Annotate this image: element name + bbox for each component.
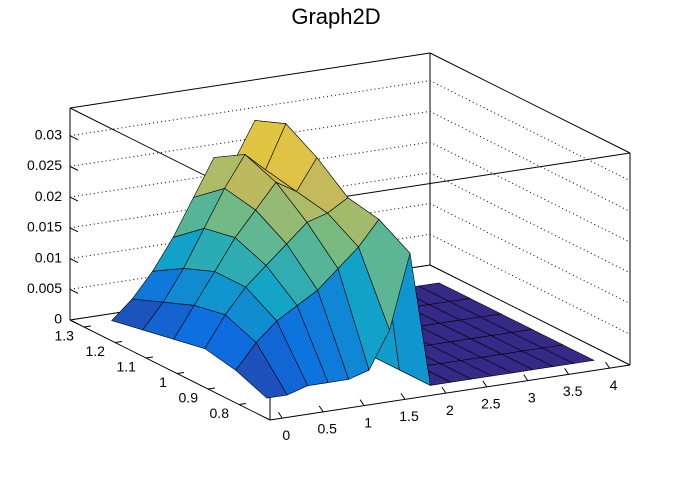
x-tick — [359, 399, 365, 406]
x-tick-label: 3.5 — [563, 383, 583, 399]
x-tick-label: 1 — [364, 414, 372, 430]
y-tick-label: 1.2 — [85, 343, 105, 359]
z-tick-label: 0.03 — [35, 126, 62, 142]
grid-line — [69, 172, 631, 274]
grid-line — [69, 203, 631, 305]
x-tick — [441, 386, 447, 394]
surface-cell — [235, 342, 288, 399]
z-tick — [69, 288, 79, 294]
y-tick — [114, 340, 123, 343]
box-edge — [429, 52, 631, 154]
x-tick — [523, 374, 529, 381]
grid-line — [69, 233, 631, 335]
x-tick — [277, 411, 283, 419]
x-tick-label: 4 — [610, 377, 618, 393]
x-tick-label: 3 — [528, 389, 536, 405]
z-tick-label: 0.025 — [27, 157, 62, 173]
z-tick-label: 0.02 — [35, 188, 62, 204]
x-tick-label: 2 — [446, 402, 454, 418]
box-edge — [269, 364, 631, 421]
grid-line — [69, 110, 631, 212]
y-tick — [83, 325, 92, 328]
grid-line — [69, 141, 631, 243]
x-tick-label: 0 — [282, 427, 290, 443]
y-tick — [145, 356, 154, 359]
z-tick — [69, 135, 79, 141]
y-tick-label: 1 — [159, 374, 167, 390]
z-tick — [69, 196, 79, 202]
y-tick — [176, 371, 185, 374]
z-tick-label: 0.01 — [35, 249, 62, 265]
z-tick — [69, 227, 79, 233]
x-tick — [318, 405, 324, 413]
x-tick — [400, 393, 406, 400]
y-tick-label: 1.3 — [54, 328, 74, 344]
grid-line — [69, 80, 631, 182]
box-edge — [69, 319, 271, 421]
z-tick — [69, 258, 79, 263]
x-tick-label: 0.5 — [317, 421, 337, 437]
z-tick-label: 0.015 — [27, 219, 62, 235]
z-tick — [69, 165, 79, 171]
x-tick — [564, 368, 570, 375]
chart-title: Graph2D — [291, 4, 380, 29]
y-tick-label: 0.8 — [210, 405, 230, 421]
x-tick — [605, 361, 610, 369]
y-tick — [207, 387, 216, 390]
x-tick — [482, 380, 488, 388]
y-tick-label: 1.1 — [117, 359, 137, 375]
z-tick — [69, 319, 79, 325]
z-tick-label: 0 — [54, 311, 62, 327]
y-tick — [238, 403, 247, 405]
x-tick-label: 2.5 — [481, 396, 501, 412]
box-edge — [429, 264, 631, 366]
grid-line — [69, 264, 631, 366]
box-edge — [69, 52, 431, 109]
z-tick-label: 0.005 — [27, 280, 62, 296]
y-tick-label: 0.9 — [179, 390, 199, 406]
x-tick-label: 1.5 — [399, 408, 419, 424]
